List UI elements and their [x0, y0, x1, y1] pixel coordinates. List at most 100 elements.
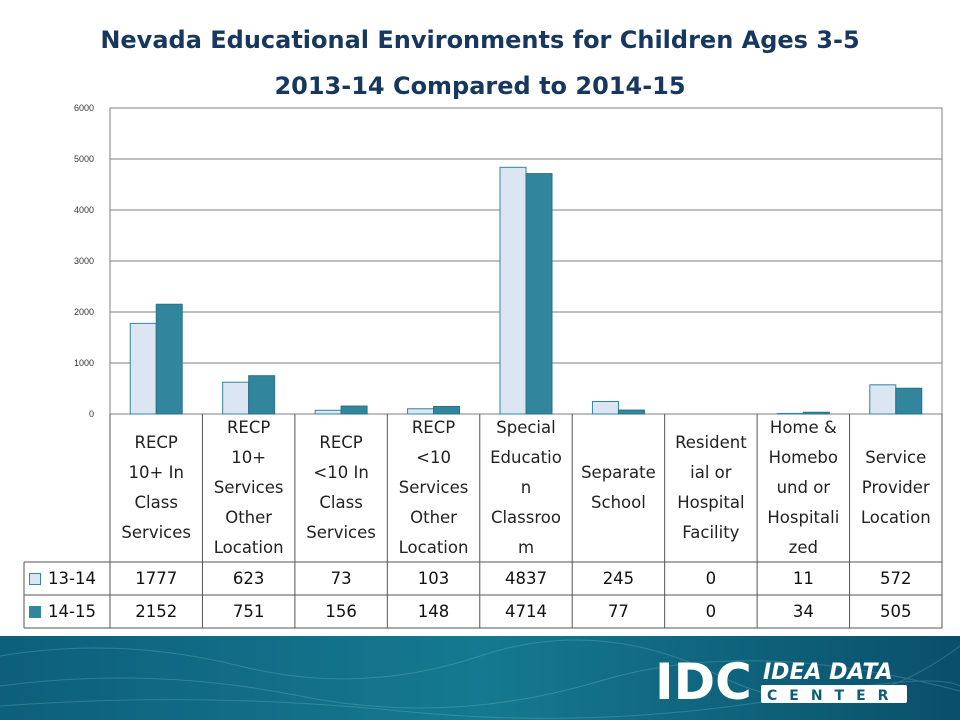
category-label-line: Facility	[682, 523, 740, 542]
category-label-line: Services	[398, 478, 469, 497]
category-label-line: RECP	[134, 433, 178, 452]
bar-13-14	[222, 381, 250, 415]
data-label: 156	[325, 602, 357, 621]
category-label-line: School	[591, 493, 646, 512]
category-label-line: Educatio	[490, 448, 562, 467]
category-label: RECP 10+ Services Other Location	[202, 414, 294, 562]
category-label-line: RECP	[319, 433, 363, 452]
logo-line1: IDEA DATA	[763, 660, 893, 685]
y-tick-label: 3000	[74, 256, 94, 266]
bar-14-15	[340, 405, 368, 415]
data-label: 505	[880, 602, 912, 621]
data-label: 1777	[135, 569, 178, 588]
data-label: 4714	[504, 602, 547, 621]
data-label: 34	[792, 602, 814, 621]
data-label: 751	[232, 602, 265, 621]
legend-entry: 13-14	[24, 562, 108, 595]
category-label-line: Provider	[861, 478, 930, 497]
category-label-line: zed	[788, 538, 818, 557]
y-tick-label: 2000	[74, 307, 94, 317]
category-label-line: und or	[776, 478, 831, 497]
bar-14-15	[525, 173, 553, 415]
category-label-line: Resident	[675, 433, 747, 452]
legend-label: 14-15	[48, 602, 96, 621]
category-label-line: 10+ In	[128, 463, 184, 482]
bar-14-15	[248, 375, 276, 415]
category-label-line: <10 In	[313, 463, 369, 482]
category-label: Service Provider Location	[850, 414, 942, 562]
category-label-line: n	[520, 478, 532, 497]
category-label-line: Classroo	[490, 508, 561, 527]
chart-subtitle: 2013-14 Compared to 2014-15	[274, 72, 686, 100]
category-label-line: Service	[865, 448, 927, 467]
bar-14-15	[802, 411, 830, 415]
y-tick-label: 6000	[74, 103, 94, 113]
category-label-line: Other	[225, 508, 273, 527]
data-label: 103	[417, 569, 450, 588]
category-label-line: Separate	[581, 463, 656, 482]
category-label-line: Homebo	[768, 448, 838, 467]
y-tick-label: 5000	[74, 154, 94, 164]
data-label: 0	[705, 602, 717, 621]
logo-line2: CENTER	[767, 688, 900, 704]
category-label-line: Location	[398, 538, 469, 557]
chart-title: Nevada Educational Environments for Chil…	[100, 26, 860, 54]
legend-swatch	[29, 572, 41, 585]
category-label-line: Hospital	[677, 493, 745, 512]
logo-mark: IDC	[655, 655, 752, 710]
legend-entry: 14-15	[24, 595, 108, 628]
data-label: 4837	[504, 569, 547, 588]
data-label: 148	[417, 602, 450, 621]
category-label-line: RECP	[411, 418, 456, 437]
category-label-line: Home &	[769, 418, 837, 437]
bar-13-14	[499, 166, 527, 415]
bar-14-15	[895, 387, 923, 415]
data-label: 623	[232, 569, 265, 588]
category-label-line: ial or	[690, 463, 732, 482]
y-tick-label: 4000	[74, 205, 94, 215]
footer-pattern	[0, 636, 960, 720]
footer-banner	[0, 636, 960, 720]
category-label-line: Services	[213, 478, 284, 497]
category-label-line: Services	[121, 523, 191, 542]
data-label: 572	[880, 569, 912, 588]
data-label: 73	[330, 569, 352, 588]
category-label-line: 10+	[231, 448, 267, 467]
bar-14-15	[617, 409, 645, 415]
category-label-line: Special	[496, 418, 556, 437]
category-label-line: m	[517, 538, 535, 557]
category-label-line: <10	[416, 448, 451, 467]
bar-14-15	[155, 303, 183, 415]
bar-chart: 0 1000 2000 3000 4000 5000 6000	[23, 103, 943, 629]
legend-swatch	[29, 605, 41, 618]
data-label: 77	[607, 602, 629, 621]
category-label: Resident ial or Hospital Facility	[665, 414, 757, 562]
y-tick-label: 0	[89, 409, 94, 419]
category-label-line: Location	[860, 508, 931, 527]
category-label-line: Location	[213, 538, 284, 557]
y-tick-label: 1000	[74, 358, 94, 368]
data-label: 11	[792, 569, 814, 588]
category-label: Separate School	[572, 414, 664, 562]
category-label-line: Other	[410, 508, 457, 527]
idc-logo: IDC IDEA DATA CENTER	[655, 655, 907, 710]
category-label-line: Services	[306, 523, 376, 542]
bar-13-14	[129, 322, 157, 415]
bar-13-14	[869, 384, 897, 415]
category-label: Home & Homebo und or Hospitali zed	[757, 414, 849, 562]
category-label-line: Class	[319, 493, 363, 512]
logo-bar	[761, 685, 907, 703]
data-label: 0	[705, 569, 717, 588]
data-label: 2152	[135, 602, 178, 621]
data-label: 245	[602, 569, 635, 588]
category-label-line: Class	[134, 493, 178, 512]
category-label: RECP <10 Services Other Location	[387, 414, 479, 562]
bar-13-14	[591, 401, 619, 415]
category-label: RECP <10 In Class Services	[295, 414, 387, 562]
category-label-line: RECP	[226, 418, 271, 437]
bar-14-15	[433, 405, 461, 415]
category-label: Special Educatio n Classroo m	[480, 414, 572, 562]
legend-label: 13-14	[48, 569, 96, 588]
category-label-line: Hospitali	[767, 508, 840, 527]
category-label: RECP 10+ In Class Services	[110, 414, 202, 562]
